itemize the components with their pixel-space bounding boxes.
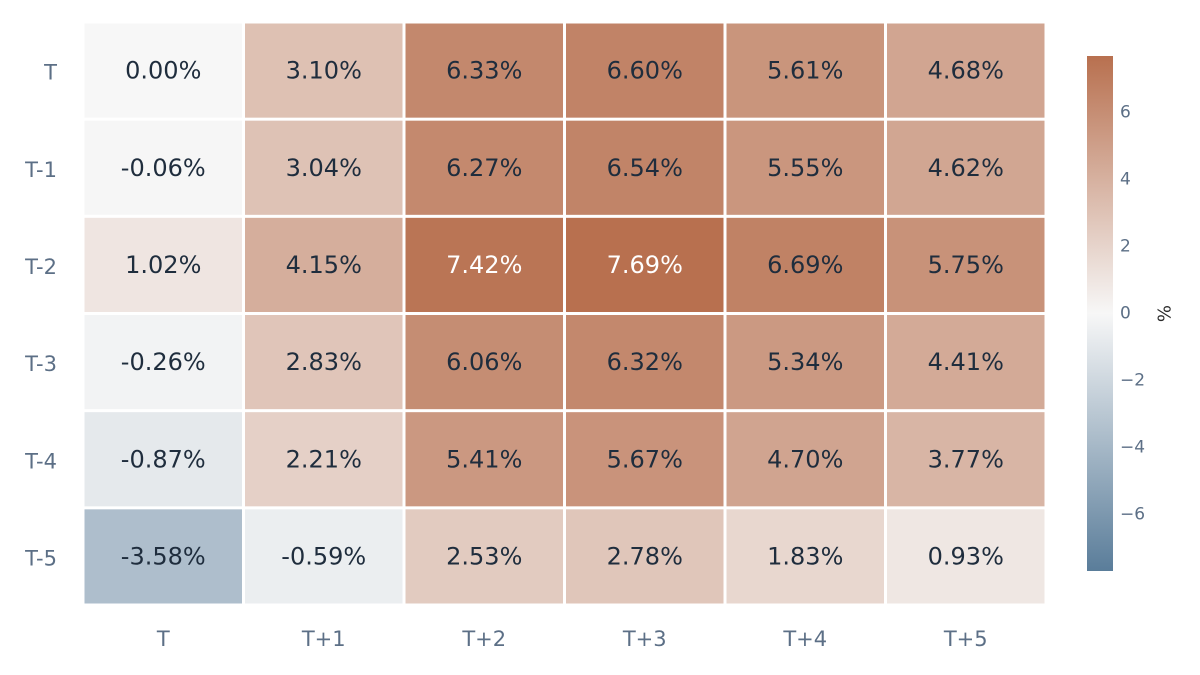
colorbar-ticks: 6 4 2 0 −2 −4 −6: [1120, 103, 1145, 525]
heatmap-cell-label: 0.93%: [928, 542, 1004, 570]
heatmap-cell-label: 4.70%: [767, 445, 843, 473]
heatmap-cell-label: 4.62%: [928, 154, 1004, 182]
heatmap-cell-label: 6.27%: [446, 154, 522, 182]
heatmap-cell-label: 6.33%: [446, 57, 522, 85]
heatmap-cell-label: 5.67%: [607, 445, 683, 473]
heatmap-cell: [726, 217, 884, 312]
heatmap-cell: [245, 23, 403, 118]
colorbar-tick-label: −4: [1120, 437, 1145, 457]
heatmap-cell-label: -0.26%: [121, 348, 206, 376]
colorbar-gradient: [1087, 56, 1113, 571]
heatmap-cell: [245, 315, 403, 410]
heatmap-cell-label: 5.41%: [446, 445, 522, 473]
heatmap-cell: [84, 120, 242, 215]
heatmap-cell-label: 6.60%: [607, 57, 683, 85]
colorbar-tick-label: 0: [1120, 304, 1131, 324]
x-tick-label: T+3: [622, 627, 667, 651]
heatmap-cell-label: 5.55%: [767, 154, 843, 182]
x-tick-label: T: [156, 627, 170, 651]
heatmap-cell-label: 1.02%: [125, 251, 201, 279]
x-tick-label: T+1: [301, 627, 346, 651]
heatmap-cell: [405, 509, 563, 604]
heatmap-cell: [887, 315, 1045, 410]
heatmap-cell: [84, 217, 242, 312]
heatmap-cell: [245, 412, 403, 507]
heatmap-cell: [566, 23, 724, 118]
heatmap-cell: [887, 412, 1045, 507]
heatmap-cell: [566, 509, 724, 604]
heatmap-cell: [405, 412, 563, 507]
y-tick-label: T: [43, 61, 57, 85]
heatmap-cell-label: 2.78%: [607, 542, 683, 570]
heatmap-cell: [887, 120, 1045, 215]
heatmap-cell: [84, 23, 242, 118]
colorbar-tick-label: 2: [1120, 237, 1131, 257]
heatmap-cell-label: 2.83%: [286, 348, 362, 376]
heatmap-cell: [405, 23, 563, 118]
heatmap-cell: [566, 315, 724, 410]
heatmap-cell: [245, 120, 403, 215]
heatmap-cell-label: 5.61%: [767, 57, 843, 85]
heatmap-cell-label: 0.00%: [125, 57, 201, 85]
heatmap-cell: [84, 315, 242, 410]
x-axis: T T+1 T+2 T+3 T+4 T+5: [156, 627, 988, 651]
heatmap-cell: [887, 509, 1045, 604]
heatmap-cell: [566, 217, 724, 312]
colorbar-title: %: [1155, 305, 1176, 322]
heatmap-cell: [405, 217, 563, 312]
heatmap-cell-label: 3.77%: [928, 445, 1004, 473]
x-tick-label: T+4: [782, 627, 827, 651]
heatmap-cell: [726, 412, 884, 507]
heatmap-cell-label: 6.54%: [607, 154, 683, 182]
y-tick-label: T-3: [24, 352, 57, 376]
heatmap-cell-label: 6.06%: [446, 348, 522, 376]
heatmap-cell: [245, 217, 403, 312]
heatmap-cell-label: 4.15%: [286, 251, 362, 279]
heatmap-cell: [726, 23, 884, 118]
heatmap-cell: [887, 23, 1045, 118]
heatmap-cells: 0.00% 3.10% 6.33% 6.60% 5.61% 4.68% -0.06% 3.04…: [84, 23, 1045, 604]
heatmap-cell: [887, 217, 1045, 312]
x-tick-label: T+5: [943, 627, 988, 651]
heatmap-cell: [405, 120, 563, 215]
heatmap-cell: [405, 315, 563, 410]
y-tick-label: T-5: [24, 546, 57, 570]
y-tick-label: T-2: [24, 255, 57, 279]
heatmap-cell-label: 2.21%: [286, 445, 362, 473]
heatmap-cell-label: 2.53%: [446, 542, 522, 570]
heatmap-cell-label: 7.42%: [446, 251, 522, 279]
heatmap-cell-label: 4.68%: [928, 57, 1004, 85]
heatmap-cell: [566, 120, 724, 215]
y-axis: T T-1 T-2 T-3 T-4 T-5: [24, 61, 57, 571]
y-tick-label: T-1: [24, 158, 57, 182]
colorbar: 6 4 2 0 −2 −4 −6 %: [1087, 56, 1176, 571]
heatmap-cell: [84, 412, 242, 507]
y-tick-label: T-4: [24, 449, 57, 473]
heatmap-cell-label: -0.59%: [281, 542, 366, 570]
heatmap-cell-label: 5.75%: [928, 251, 1004, 279]
heatmap-cell-label: 7.69%: [607, 251, 683, 279]
heatmap-cell: [245, 509, 403, 604]
colorbar-tick-label: 4: [1120, 170, 1131, 190]
colorbar-tick-label: 6: [1120, 103, 1131, 123]
heatmap-cell-label: 3.10%: [286, 57, 362, 85]
heatmap-cell: [726, 509, 884, 604]
heatmap-cell: [726, 120, 884, 215]
heatmap-cell-label: -0.06%: [121, 154, 206, 182]
heatmap-cell-label: 4.41%: [928, 348, 1004, 376]
heatmap-cell-label: -0.87%: [121, 445, 206, 473]
x-tick-label: T+2: [461, 627, 506, 651]
colorbar-tick-label: −6: [1120, 504, 1145, 524]
heatmap-cell-label: 6.69%: [767, 251, 843, 279]
heatmap-cell-label: 3.04%: [286, 154, 362, 182]
heatmap-cell-label: 5.34%: [767, 348, 843, 376]
heatmap-cell: [84, 509, 242, 604]
heatmap-cell: [726, 315, 884, 410]
heatmap-cell-label: 1.83%: [767, 542, 843, 570]
heatmap-cell-label: -3.58%: [121, 542, 206, 570]
colorbar-tick-label: −2: [1120, 370, 1145, 390]
heatmap-cell: [566, 412, 724, 507]
heatmap-cell-label: 6.32%: [607, 348, 683, 376]
